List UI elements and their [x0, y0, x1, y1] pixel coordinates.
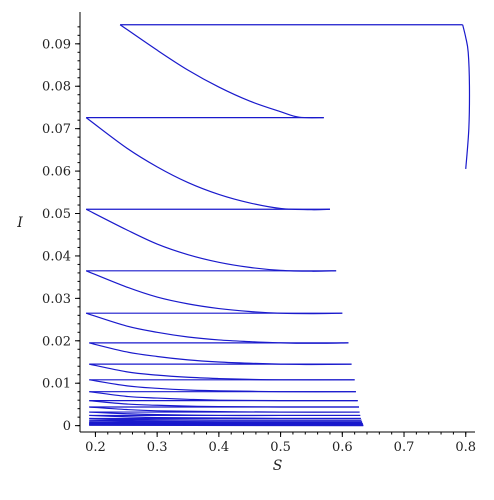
x-tick-label: 0.5 — [270, 440, 291, 455]
y-tick-label: 0.02 — [42, 334, 71, 349]
trajectory-segment — [89, 406, 360, 413]
x-axis-label: S — [273, 458, 283, 474]
x-tick-label: 0.3 — [147, 440, 168, 455]
trajectory-segment — [89, 391, 358, 402]
trajectory-segment — [89, 363, 355, 381]
trajectory-segment — [85, 117, 330, 211]
y-tick-label: 0.04 — [42, 249, 71, 264]
y-tick-label: 0 — [63, 419, 71, 434]
x-tick-label: 0.8 — [455, 440, 476, 455]
y-axis-label: I — [16, 215, 23, 231]
y-tick-label: 0.01 — [42, 377, 71, 392]
trajectory-segment — [89, 379, 356, 393]
trajectory-segment — [89, 400, 359, 408]
y-tick-label: 0.08 — [42, 80, 71, 95]
x-tick-label: 0.7 — [394, 440, 415, 455]
trajectory-series — [85, 24, 471, 427]
trajectory-segment — [85, 312, 349, 344]
y-tick-label: 0.07 — [42, 122, 71, 137]
trajectory-segment — [462, 24, 471, 170]
x-tick-label: 0.6 — [332, 440, 353, 455]
trajectory-segment — [119, 24, 324, 119]
y-tick-label: 0.03 — [42, 292, 71, 307]
y-tick-label: 0.06 — [42, 165, 71, 180]
y-tick-label: 0.05 — [42, 207, 71, 222]
y-tick-label: 0.09 — [42, 37, 71, 52]
x-tick-label: 0.2 — [85, 440, 106, 455]
trajectory-segment — [85, 208, 337, 272]
trajectory-segment — [89, 342, 352, 366]
plot-frame — [79, 12, 475, 433]
trajectory-segment — [85, 270, 343, 315]
y-axis-ticks: 0 0.01 0.02 0.03 0.04 0.05 0.06 0.07 0.08 0.09 — [42, 26, 80, 434]
x-axis-ticks: 0.2 0.3 0.4 0.5 0.6 0.7 0.8 — [85, 432, 476, 455]
x-tick-label: 0.4 — [209, 440, 230, 455]
